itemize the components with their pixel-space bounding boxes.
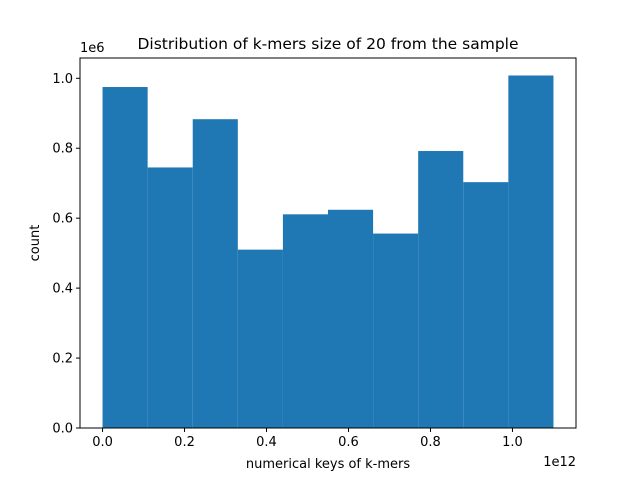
chart-title: Distribution of k-mers size of 20 from t… [137, 35, 518, 53]
x-tick-label-4: 0.8 [420, 435, 441, 450]
x-offset-text: 1e12 [543, 455, 576, 470]
y-tick-label-1: 0.2 [52, 352, 73, 367]
y-axis-label: count [28, 225, 43, 262]
plot-frame [79, 57, 577, 429]
histogram-bar-4 [282, 214, 328, 428]
histogram-bar-2 [192, 119, 238, 428]
x-tick-label-1: 0.2 [174, 435, 195, 450]
y-tick-label-5: 1.0 [52, 72, 73, 87]
histogram-bar-5 [328, 209, 374, 428]
y-tick-label-0: 0.0 [52, 422, 73, 437]
histogram-bar-6 [373, 233, 419, 428]
histogram-bar-9 [508, 75, 554, 428]
y-tick-label-4: 0.8 [52, 142, 73, 157]
histogram-bar-7 [418, 151, 464, 428]
histogram-bar-8 [463, 182, 509, 428]
y-tick-label-2: 0.4 [52, 282, 73, 297]
y-offset-text: 1e6 [80, 41, 105, 56]
y-ticks-group: 0.0 0.2 0.4 0.6 0.8 1.0 [52, 72, 80, 437]
x-tick-label-2: 0.4 [256, 435, 277, 450]
histogram-bar-0 [102, 87, 148, 429]
x-axis-label: numerical keys of k-mers [246, 457, 411, 472]
y-tick-label-3: 0.6 [52, 212, 73, 227]
x-tick-label-0: 0.0 [92, 435, 113, 450]
x-tick-label-3: 0.6 [338, 435, 359, 450]
x-ticks-group: 0.0 0.2 0.4 0.6 0.8 1.0 [92, 428, 523, 450]
histogram-bar-3 [237, 249, 283, 428]
x-tick-label-5: 1.0 [502, 435, 523, 450]
bars-group [102, 75, 554, 429]
histogram-bar-1 [147, 167, 193, 428]
